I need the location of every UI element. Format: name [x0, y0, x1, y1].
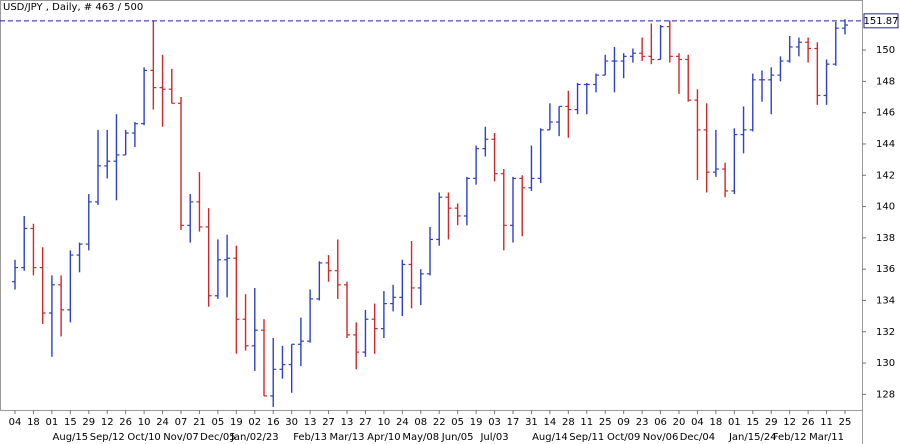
y-tick-label: 136: [876, 264, 895, 275]
period-label: Mar/13: [330, 432, 365, 443]
x-tick-label: 29: [765, 417, 778, 428]
y-tick-label: 146: [876, 108, 895, 119]
x-tick-label: 25: [599, 417, 612, 428]
period-label: Oct/10: [127, 432, 160, 443]
last-price-label: 151.87: [864, 16, 899, 27]
x-tick-label: 05: [212, 417, 225, 428]
y-tick-label: 134: [876, 295, 895, 306]
x-tick-label: 21: [193, 417, 206, 428]
period-label: May/08: [402, 432, 439, 443]
x-tick-label: 09: [617, 417, 630, 428]
x-tick-label: 06: [654, 417, 667, 428]
x-tick-label: 01: [728, 417, 741, 428]
x-tick-label: 15: [746, 417, 759, 428]
period-label: Apr/10: [367, 432, 400, 443]
x-tick-label: 24: [396, 417, 409, 428]
last-price-box: [863, 13, 899, 29]
x-tick-label: 05: [451, 417, 464, 428]
x-tick-label: 16: [267, 417, 280, 428]
y-tick-label: 142: [876, 170, 895, 181]
x-tick-label: 31: [525, 417, 538, 428]
y-tick-label: 150: [876, 45, 895, 56]
x-tick-label: 08: [414, 417, 427, 428]
y-tick-label: 138: [876, 233, 895, 244]
x-tick-label: 18: [710, 417, 723, 428]
period-label: Jul/03: [479, 432, 508, 443]
x-tick-label: 27: [322, 417, 335, 428]
x-tick-label: 25: [839, 417, 852, 428]
x-tick-label: 27: [359, 417, 372, 428]
period-label: Sep/11: [569, 432, 604, 443]
x-tick-label: 12: [101, 417, 114, 428]
x-tick-label: 10: [138, 417, 151, 428]
x-tick-label: 04: [691, 417, 704, 428]
x-tick-label: 07: [175, 417, 188, 428]
x-tick-label: 17: [507, 417, 520, 428]
y-tick-label: 144: [876, 139, 895, 150]
x-tick-label: 28: [562, 417, 575, 428]
x-tick-label: 29: [82, 417, 95, 428]
period-label: Feb/12: [773, 432, 807, 443]
x-tick-label: 19: [470, 417, 483, 428]
x-tick-label: 26: [119, 417, 132, 428]
x-tick-label: 23: [636, 417, 649, 428]
y-tick-label: 148: [876, 76, 895, 87]
period-label: Sep/12: [90, 432, 125, 443]
x-tick-label: 14: [544, 417, 557, 428]
x-tick-label: 11: [580, 417, 593, 428]
y-tick-label: 140: [876, 202, 895, 213]
x-tick-label: 03: [488, 417, 501, 428]
y-tick-label: 130: [876, 358, 895, 369]
period-label: Nov/07: [163, 432, 199, 443]
y-tick-label: 132: [876, 327, 895, 338]
x-tick-label: 02: [248, 417, 261, 428]
x-tick-label: 13: [341, 417, 354, 428]
period-label: Aug/14: [532, 432, 568, 443]
period-label: Feb/13: [293, 432, 327, 443]
x-tick-label: 01: [46, 417, 59, 428]
y-tick-label: 128: [876, 389, 895, 400]
period-label: Dec/05: [200, 432, 235, 443]
x-tick-label: 24: [156, 417, 169, 428]
x-tick-label: 04: [9, 417, 22, 428]
x-tick-label: 13: [304, 417, 317, 428]
x-tick-label: 26: [802, 417, 815, 428]
period-label: Nov/06: [643, 432, 679, 443]
x-tick-label: 11: [820, 417, 833, 428]
plot-frame: [0, 0, 863, 411]
period-label: Jun/05: [441, 432, 474, 443]
x-tick-label: 20: [673, 417, 686, 428]
x-tick-label: 19: [230, 417, 243, 428]
period-label: Oct/09: [607, 432, 640, 443]
x-tick-label: 15: [64, 417, 77, 428]
period-label: Jan/15/24: [728, 432, 777, 443]
period-label: Aug/15: [53, 432, 89, 443]
period-label: Jan/02/23: [230, 432, 279, 443]
x-tick-label: 18: [27, 417, 40, 428]
period-label: Dec/04: [680, 432, 715, 443]
x-tick-label: 22: [433, 417, 446, 428]
x-tick-label: 10: [378, 417, 391, 428]
chart-title: USD/JPY , Daily, # 463 / 500: [3, 2, 143, 13]
x-tick-label: 12: [783, 417, 796, 428]
period-label: Mar/11: [809, 432, 844, 443]
x-tick-label: 30: [285, 417, 298, 428]
